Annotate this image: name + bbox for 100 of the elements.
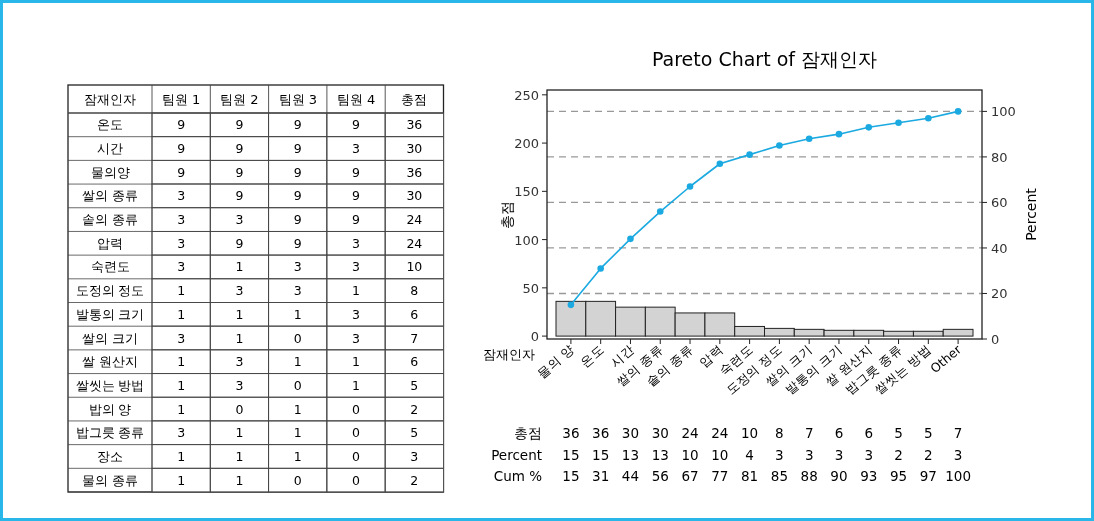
y-tick-label: Cum %	[493, 467, 543, 484]
data-label: 44	[621, 467, 640, 484]
y-tick-label: 총점	[514, 425, 542, 442]
data-label: 9	[293, 164, 302, 180]
point	[746, 151, 753, 158]
y-tick-label: 쌀의 크기	[82, 330, 138, 346]
data-label: 9	[352, 212, 361, 228]
point	[627, 235, 634, 243]
data-label: 3	[953, 446, 963, 463]
data-label: 3	[177, 330, 186, 346]
y2-tick-label: 80	[991, 149, 1008, 165]
data-label: 1	[235, 259, 244, 275]
y2-tick-label: 20	[991, 286, 1008, 302]
y-tick-label: 50	[522, 280, 539, 296]
data-label: 24	[406, 212, 423, 228]
y-tick-label: 압력	[97, 235, 123, 251]
data-label: 10	[741, 425, 759, 442]
data-label: 1	[235, 448, 244, 464]
data-label: 36	[406, 117, 423, 133]
data-label: 5	[894, 425, 903, 442]
point	[656, 208, 664, 215]
data-label: 36	[406, 164, 423, 180]
y-tick-label: 200	[514, 136, 539, 152]
y-tick-label: Percent	[491, 446, 542, 463]
data-label: 1	[235, 306, 244, 322]
data-label: 7	[410, 330, 419, 346]
data-label: 1	[352, 377, 361, 393]
chart-title: Pareto Chart of 잠재인자	[651, 48, 878, 70]
data-label: 97	[919, 467, 937, 484]
data-label: 100	[945, 467, 971, 484]
point	[686, 183, 694, 190]
data-label: 15	[562, 467, 580, 484]
y-tick-label: 물의 종류	[82, 472, 138, 488]
data-label: 9	[235, 188, 244, 204]
data-label: 1	[235, 472, 244, 488]
data-label: 9	[177, 164, 186, 180]
data-label: 8	[410, 283, 419, 299]
data-label: 3	[177, 259, 186, 275]
data-label: 9	[177, 141, 186, 157]
data-label: 13	[651, 446, 669, 463]
data-label: 0	[293, 330, 302, 346]
y-tick-label: 물의양	[90, 164, 130, 180]
data-label: 3	[235, 377, 244, 393]
data-label: 1	[293, 448, 302, 464]
data-label: 6	[864, 425, 874, 442]
data-label: 1	[177, 377, 186, 393]
data-label: 1	[177, 306, 186, 322]
y-tick-label: 150	[514, 184, 539, 200]
y2-tick-label: 0	[991, 332, 1000, 347]
point	[567, 301, 575, 309]
data-label: 13	[621, 446, 640, 463]
data-label: 9	[235, 141, 244, 157]
data-label: 15	[592, 446, 610, 463]
point	[597, 265, 604, 272]
data-label: 9	[293, 188, 302, 204]
data-label: 3	[177, 425, 186, 441]
data-label: 1	[177, 401, 186, 417]
y2-tick-label: 100	[991, 104, 1016, 120]
data-label: 15	[562, 446, 580, 463]
data-label: 56	[651, 467, 669, 484]
point	[805, 135, 813, 143]
point	[835, 130, 843, 138]
x-tick-label: 온도	[577, 341, 607, 371]
data-label: 36	[592, 425, 610, 442]
data-label: 7	[804, 425, 814, 442]
data-label: 3	[177, 235, 186, 251]
data-label: 1	[293, 401, 302, 417]
y-tick-label: 온도	[97, 117, 123, 133]
data-label: 1	[235, 330, 244, 346]
data-label: 3	[177, 188, 186, 204]
data-label: 9	[352, 164, 361, 180]
data-label: 3	[352, 330, 361, 346]
y-tick-label: 밥의 양	[88, 401, 132, 417]
data-label: 1	[293, 354, 302, 370]
data-label: 81	[741, 467, 759, 484]
y-tick-label: 숙련도	[90, 259, 130, 275]
point	[716, 160, 724, 168]
data-label: 9	[293, 235, 302, 251]
data-label: 3	[804, 446, 814, 463]
data-label: 1	[177, 354, 186, 370]
data-label: 2	[894, 446, 903, 463]
data-label: 9	[293, 117, 302, 133]
y-tick-label: 시간	[97, 141, 123, 157]
data-label: 9	[235, 164, 244, 180]
data-label: 9	[293, 212, 302, 228]
data-label: 1	[177, 472, 186, 488]
data-label: 24	[711, 425, 729, 442]
data-label: 10	[406, 259, 423, 275]
data-label: 9	[352, 117, 361, 133]
data-label: 3	[177, 212, 186, 228]
x-tick-label: 팀원 4	[336, 92, 376, 107]
data-label: 9	[235, 235, 244, 251]
data-label: 8	[775, 425, 784, 442]
y-axis-title: 잠재인자	[84, 92, 136, 107]
data-label: 2	[410, 401, 419, 417]
data-label: 77	[711, 467, 729, 484]
data-label: 9	[177, 117, 186, 133]
data-label: 95	[889, 467, 908, 484]
y2-tick-label: 60	[991, 195, 1008, 211]
data-label: 1	[352, 283, 361, 299]
